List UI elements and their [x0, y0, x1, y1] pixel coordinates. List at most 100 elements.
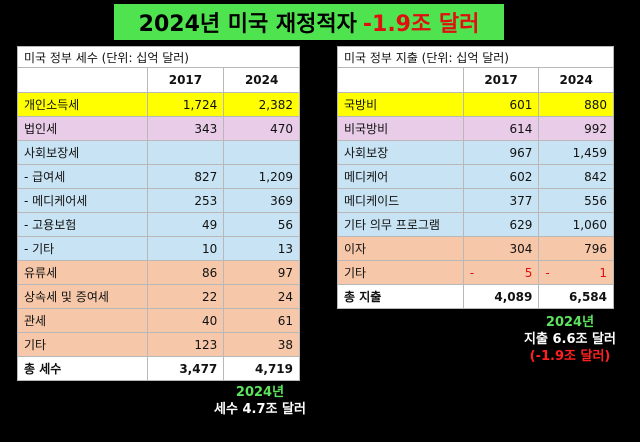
total-label: 총 지출 — [337, 284, 464, 309]
minus-sign: - — [545, 265, 550, 280]
row-label: 기타 — [337, 260, 464, 285]
table-row: - 급여세 827 1,209 — [17, 164, 300, 189]
value-2024: 61 — [223, 308, 300, 333]
row-label: - 메디케어세 — [17, 188, 148, 213]
row-label: 기타 의무 프로그램 — [337, 212, 464, 237]
revenue-caption: 미국 정부 세수 (단위: 십억 달러) — [17, 46, 300, 68]
value-2024: 556 — [538, 188, 614, 213]
total-2024: 6,584 — [538, 284, 614, 309]
table-row: 기타 의무 프로그램 629 1,060 — [337, 212, 614, 237]
header-2017: 2017 — [462, 67, 540, 93]
total-label: 총 세수 — [17, 356, 148, 381]
value-2017: 629 — [462, 212, 540, 237]
spending-table: 미국 정부 지출 (단위: 십억 달러) 2017 2024 국방비 601 8… — [337, 46, 614, 309]
table-row: 비국방비 614 992 — [337, 116, 614, 141]
table-row: 메디케이드 377 556 — [337, 188, 614, 213]
value-2017: 86 — [146, 260, 225, 285]
row-label: 법인세 — [17, 116, 148, 141]
value-2017: 40 — [146, 308, 225, 333]
value-2017: 967 — [462, 140, 540, 165]
table-row: 사회보장 967 1,459 — [337, 140, 614, 165]
revenue-note-year: 2024년 — [235, 385, 285, 400]
table-row: 유류세 86 97 — [17, 260, 300, 285]
row-label: 비국방비 — [337, 116, 464, 141]
spending-caption: 미국 정부 지출 (단위: 십억 달러) — [337, 46, 614, 68]
total-row: 총 지출 4,089 6,584 — [337, 284, 614, 309]
row-label: - 기타 — [17, 236, 148, 261]
header-blank — [337, 67, 464, 93]
row-label: - 고용보험 — [17, 212, 148, 237]
value-2024: 470 — [223, 116, 300, 141]
value-number: 1 — [599, 265, 607, 280]
spending-note-text: 지출 6.6조 달러 — [524, 332, 616, 347]
value-2017: 614 — [462, 116, 540, 141]
row-label: 사회보장 — [337, 140, 464, 165]
value-2024: 38 — [223, 332, 300, 357]
table-row: 기타 123 38 — [17, 332, 300, 357]
row-label: 관세 — [17, 308, 148, 333]
value-2024: 24 — [223, 284, 300, 309]
revenue-table: 미국 정부 세수 (단위: 십억 달러) 2017 2024 개인소득세 1,7… — [17, 46, 300, 381]
total-2024: 4,719 — [223, 356, 300, 381]
total-row: 총 세수 3,477 4,719 — [17, 356, 300, 381]
row-label: 개인소득세 — [17, 92, 148, 117]
row-label: 사회보장세 — [17, 140, 148, 165]
value-2017: 601 — [462, 92, 540, 117]
header-2017: 2017 — [146, 67, 225, 93]
row-label: 국방비 — [337, 92, 464, 117]
table-row: 사회보장세 — [17, 140, 300, 165]
value-2017: 827 — [146, 164, 225, 189]
header-2024: 2024 — [538, 67, 614, 93]
table-caption-row: 미국 정부 세수 (단위: 십억 달러) — [17, 46, 300, 68]
value-2024: 992 — [538, 116, 614, 141]
title-main: 2024년 미국 재정적자 — [138, 12, 357, 37]
table-row: 상속세 및 증여세 22 24 — [17, 284, 300, 309]
table-row: 개인소득세 1,724 2,382 — [17, 92, 300, 117]
row-label: 메디케어 — [337, 164, 464, 189]
value-number: 5 — [524, 265, 533, 280]
row-label: 유류세 — [17, 260, 148, 285]
revenue-note: 2024년 세수 4.7조 달러 — [195, 384, 325, 418]
table-row: 관세 40 61 — [17, 308, 300, 333]
row-label: 기타 — [17, 332, 148, 357]
table-caption-row: 미국 정부 지출 (단위: 십억 달러) — [337, 46, 614, 68]
value-2017: 10 — [146, 236, 225, 261]
header-blank — [17, 67, 148, 93]
value-2017: 253 — [146, 188, 225, 213]
value-2017 — [146, 140, 225, 165]
value-2024: 56 — [223, 212, 300, 237]
value-2017: 1,724 — [146, 92, 225, 117]
row-label: 메디케이드 — [337, 188, 464, 213]
value-2024: 97 — [223, 260, 300, 285]
value-2017: 602 — [462, 164, 540, 189]
minus-sign: - — [469, 265, 475, 280]
value-2017: 123 — [146, 332, 225, 357]
row-label: 이자 — [337, 236, 464, 261]
total-2017: 4,089 — [462, 284, 540, 309]
table-row: 메디케어 602 842 — [337, 164, 614, 189]
value-2024: 2,382 — [223, 92, 300, 117]
spending-note-year: 2024년 — [545, 315, 595, 330]
value-2024: 1,060 — [538, 212, 614, 237]
title-deficit: -1.9조 달러 — [362, 12, 480, 37]
revenue-note-text: 세수 4.7조 달러 — [214, 402, 306, 417]
table-header-row: 2017 2024 — [337, 67, 614, 93]
value-2024: 796 — [538, 236, 614, 261]
table-header-row: 2017 2024 — [17, 67, 300, 93]
table-row: - 메디케어세 253 369 — [17, 188, 300, 213]
table-row: - 기타 10 13 — [17, 236, 300, 261]
header-2024: 2024 — [223, 67, 300, 93]
value-2017: 49 — [146, 212, 225, 237]
value-2024: 369 — [223, 188, 300, 213]
row-label: - 급여세 — [17, 164, 148, 189]
row-label: 상속세 및 증여세 — [17, 284, 148, 309]
table-row: 법인세 343 470 — [17, 116, 300, 141]
value-2017: 377 — [462, 188, 540, 213]
value-2024: 880 — [538, 92, 614, 117]
value-2017: - 5 — [462, 260, 540, 285]
table-row: 국방비 601 880 — [337, 92, 614, 117]
spending-note-deficit: (-1.9조 달러) — [529, 349, 611, 364]
value-2024: 1,459 — [538, 140, 614, 165]
table-row: - 고용보험 49 56 — [17, 212, 300, 237]
value-2024: 13 — [223, 236, 300, 261]
